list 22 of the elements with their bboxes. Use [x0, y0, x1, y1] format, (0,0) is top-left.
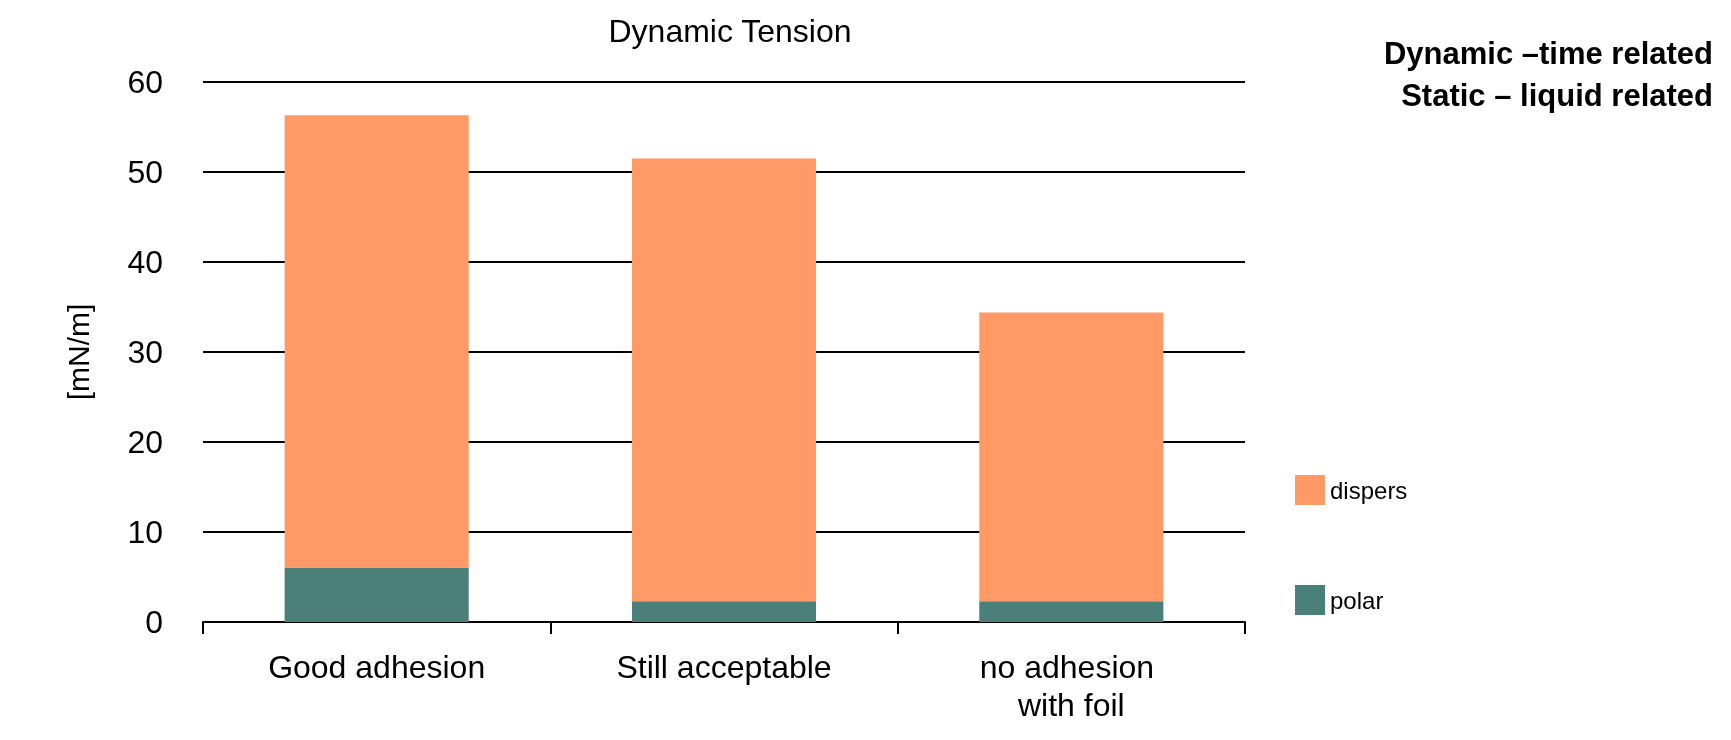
- bar: [284, 115, 469, 568]
- chart-title: Dynamic Tension: [608, 13, 852, 49]
- y-axis-title: [mN/m]: [61, 303, 95, 401]
- text: Dynamic –time related: [1383, 36, 1713, 71]
- y-tick-label: 0: [145, 604, 163, 640]
- x-tick-label: Good adhesion: [268, 649, 486, 685]
- legend-label: polar: [1330, 586, 1384, 614]
- text: Static – liquid related: [1401, 78, 1713, 113]
- y-tick-label: 60: [127, 64, 163, 100]
- bar: [631, 601, 817, 622]
- y-tick-label: 40: [127, 244, 163, 280]
- bar: [631, 158, 817, 602]
- bar: [979, 601, 1164, 622]
- bar: [284, 568, 469, 622]
- y-tick-label: 10: [127, 514, 163, 550]
- x-tick-label: Still acceptable: [616, 649, 832, 685]
- legend-label: dispers: [1330, 476, 1408, 504]
- x-tick-label: no adhesion with foil: [979, 649, 1163, 723]
- bar: [979, 312, 1164, 602]
- y-tick-label: 50: [127, 154, 163, 190]
- y-tick-label: 20: [127, 424, 163, 460]
- y-tick-label: 30: [127, 334, 163, 370]
